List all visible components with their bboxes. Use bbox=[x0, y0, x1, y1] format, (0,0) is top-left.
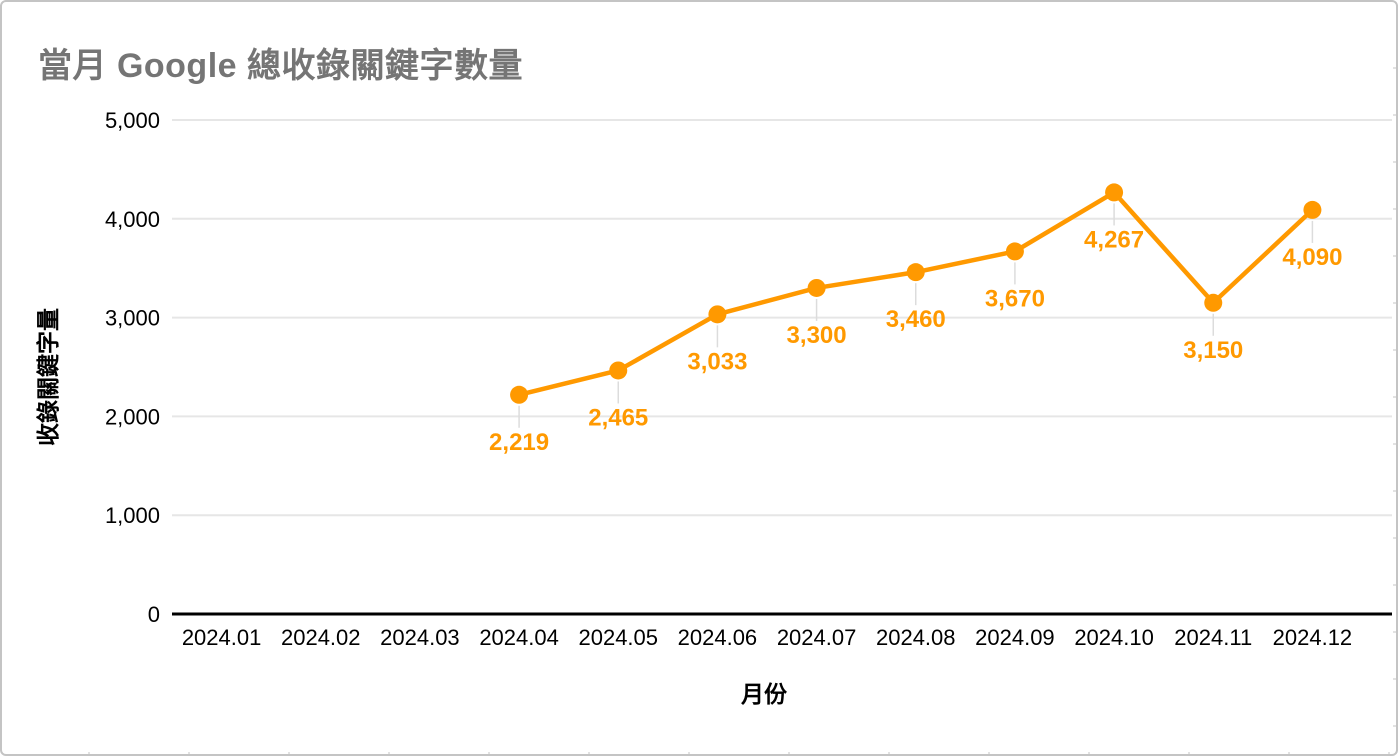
y-tick-label: 2,000 bbox=[105, 404, 160, 429]
data-label: 4,090 bbox=[1282, 244, 1342, 271]
data-point[interactable] bbox=[906, 263, 925, 282]
x-tick-label: 2024.11 bbox=[1174, 625, 1252, 650]
data-label: 2,465 bbox=[588, 404, 648, 431]
x-tick-label: 2024.01 bbox=[182, 625, 262, 650]
data-point[interactable] bbox=[1204, 293, 1223, 312]
y-tick-label: 1,000 bbox=[105, 503, 160, 528]
y-tick-label: 0 bbox=[148, 602, 160, 627]
data-point[interactable] bbox=[1105, 183, 1124, 202]
x-tick-label: 2024.05 bbox=[578, 625, 658, 650]
y-tick-label: 5,000 bbox=[105, 108, 160, 133]
chart-title: 當月 Google 總收錄關鍵字數量 bbox=[38, 47, 523, 85]
x-tick-label: 2024.04 bbox=[479, 625, 559, 650]
data-label: 3,300 bbox=[787, 322, 847, 349]
data-label: 3,460 bbox=[886, 306, 946, 333]
x-tick-label: 2024.06 bbox=[678, 625, 758, 650]
y-tick-label: 4,000 bbox=[105, 207, 160, 232]
y-axis-title: 收錄關鍵字量 bbox=[35, 308, 61, 446]
data-point[interactable] bbox=[1303, 200, 1322, 219]
x-tick-label: 2024.09 bbox=[975, 625, 1055, 650]
x-tick-label: 2024.08 bbox=[876, 625, 956, 650]
data-point[interactable] bbox=[708, 305, 727, 324]
data-point[interactable] bbox=[1005, 242, 1024, 261]
x-tick-label: 2024.07 bbox=[777, 625, 857, 650]
x-tick-label: 2024.12 bbox=[1273, 625, 1353, 650]
x-tick-label: 2024.03 bbox=[380, 625, 460, 650]
data-label: 3,150 bbox=[1183, 337, 1243, 364]
data-label: 3,670 bbox=[985, 285, 1045, 312]
x-tick-label: 2024.10 bbox=[1074, 625, 1154, 650]
x-axis-title: 月份 bbox=[741, 681, 787, 707]
x-tick-label: 2024.02 bbox=[281, 625, 361, 650]
data-point[interactable] bbox=[807, 278, 826, 297]
data-point[interactable] bbox=[609, 361, 628, 380]
data-point[interactable] bbox=[510, 385, 529, 404]
y-tick-label: 3,000 bbox=[105, 306, 160, 331]
data-label: 4,267 bbox=[1084, 226, 1144, 253]
data-label: 3,033 bbox=[687, 348, 747, 375]
data-label: 2,219 bbox=[489, 429, 549, 456]
